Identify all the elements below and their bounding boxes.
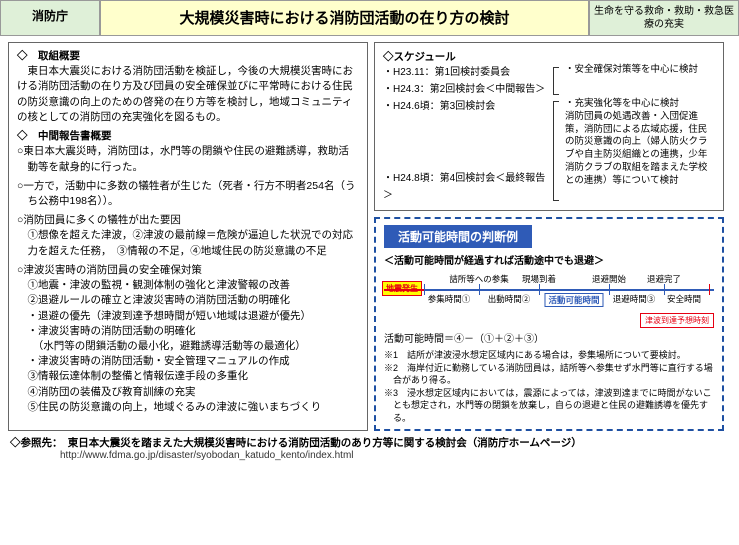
- schedule-head: ◇スケジュール: [383, 49, 715, 64]
- m1: ①地震・津波の監視・観測体制の強化と津波警報の改善: [17, 278, 359, 293]
- diagram-title: 活動可能時間の判断例: [384, 225, 532, 248]
- main-content: ◇ 取組概要 東日本大震災における消防団活動を検証し，今後の大規模災害時における…: [0, 36, 739, 431]
- overview-head: ◇ 取組概要: [17, 49, 359, 64]
- m4: ④消防団の装備及び教育訓練の充実: [17, 385, 359, 400]
- m2b: ・津波災害時の消防団活動の明確化: [17, 324, 359, 339]
- interim-head: ◇ 中間報告書概要: [17, 129, 359, 144]
- footer-url: http://www.fdma.go.jp/disaster/syobodan_…: [10, 450, 729, 461]
- note3: ※3 浸水想定区域内においては，震源によっては，津波到達までに時間がないことも想…: [384, 387, 714, 425]
- formula: 活動可能時間＝④－（①＋②＋③）: [384, 330, 714, 345]
- sched-3: ・H24.6頃：第3回検討会: [383, 98, 553, 115]
- agency-badge: 消防庁: [0, 0, 100, 36]
- sched-2: ・H24.3：第2回検討会＜中間報告＞: [383, 81, 553, 98]
- diagram-sub: ＜活動可能時間が経過すれば活動途中でも退避＞: [384, 252, 714, 267]
- schedule-panel: ◇スケジュール ・H23.11：第1回検討委員会 ・H24.3：第2回検討会＜中…: [374, 42, 724, 211]
- page-title: 大規模災害時における消防団活動の在り方の検討: [100, 0, 589, 36]
- sched-r1: ・安全確保対策等を中心に検討: [559, 64, 715, 77]
- right-column: ◇スケジュール ・H23.11：第1回検討委員会 ・H24.3：第2回検討会＜中…: [374, 42, 724, 431]
- footer: ◇参照先： 東日本大震災を踏まえた大規模災害時における消防団活動のあり方等に関す…: [10, 435, 729, 461]
- sg2: 出動時間②: [488, 293, 531, 305]
- t1: 詰所等への参集: [449, 273, 509, 285]
- diagram-panel: 活動可能時間の判断例 ＜活動可能時間が経過すれば活動途中でも退避＞ 地震発生 詰…: [374, 217, 724, 431]
- sg1: 参集時間①: [428, 293, 471, 305]
- category-badge: 生命を守る救命・救助・救急医療の充実: [589, 0, 739, 36]
- interim-p1: ○東日本大震災時，消防団は，水門等の閉鎖や住民の避難誘導，救助活動等を献身的に行…: [17, 144, 359, 174]
- t4: 退避完了: [647, 273, 681, 285]
- m2d: ・津波災害時の消防団活動・安全管理マニュアルの作成: [17, 354, 359, 369]
- timeline: 地震発生 詰所等への参集 現場到着 退避開始 退避完了 参集時間① 出動時間② …: [384, 273, 714, 328]
- m3: ③情報伝達体制の整備と情報伝達手段の多重化: [17, 369, 359, 384]
- header-row: 消防庁 大規模災害時における消防団活動の在り方の検討 生命を守る救命・救助・救急…: [0, 0, 739, 36]
- sg4: 退避時間③: [613, 293, 656, 305]
- t2: 現場到着: [522, 273, 556, 285]
- footer-ref: ◇参照先： 東日本大震災を踏まえた大規模災害時における消防団活動のあり方等に関す…: [10, 435, 729, 450]
- causes-head: ○消防団員に多くの犠牲が出た要因: [17, 213, 359, 228]
- m2a: ・退避の優先（津波到達予想時間が短い地域は退避が優先）: [17, 309, 359, 324]
- note1: ※1 詰所が津波浸水想定区域内にある場合は，参集場所について要検討。: [384, 349, 714, 362]
- m5: ⑤住民の防災意識の向上，地域ぐるみの津波に強いまちづくり: [17, 400, 359, 415]
- sched-1: ・H23.11：第1回検討委員会: [383, 64, 553, 81]
- t3: 退避開始: [592, 273, 626, 285]
- measures-head: ○津波災害時の消防団員の安全確保対策: [17, 263, 359, 278]
- sg3: 活動可能時間: [544, 293, 603, 307]
- interim-p2: ○一方で，活動中に多数の犠牲者が生じた（死者・行方不明者254名（うち公務中19…: [17, 179, 359, 209]
- note2: ※2 海岸付近に勤務している消防団員は，詰所等へ参集せず水門等に直行する場合があ…: [384, 362, 714, 387]
- sched-4: ・H24.8頃：第4回検討会＜最終報告＞: [383, 170, 553, 204]
- red-box: 津波到達予想時刻: [640, 313, 714, 328]
- m2: ②退避ルールの確立と津波災害時の消防団活動の明確化: [17, 293, 359, 308]
- m2c: （水門等の閉鎖活動の最小化，避難誘導活動等の最適化）: [17, 339, 359, 354]
- sg5: 安全時間: [667, 293, 701, 305]
- overview-text: 東日本大震災における消防団活動を検証し，今後の大規模災害時における消防団活動の在…: [17, 64, 359, 125]
- causes-list: ①想像を超えた津波，②津波の最前線＝危険が逼迫した状況での対応力を超えた任務， …: [17, 228, 359, 258]
- sched-r2: ・充実強化等を中心に検討 消防団員の処遇改善・入団促進策，消防団による広域応援，…: [559, 98, 715, 188]
- left-panel: ◇ 取組概要 東日本大震災における消防団活動を検証し，今後の大規模災害時における…: [8, 42, 368, 431]
